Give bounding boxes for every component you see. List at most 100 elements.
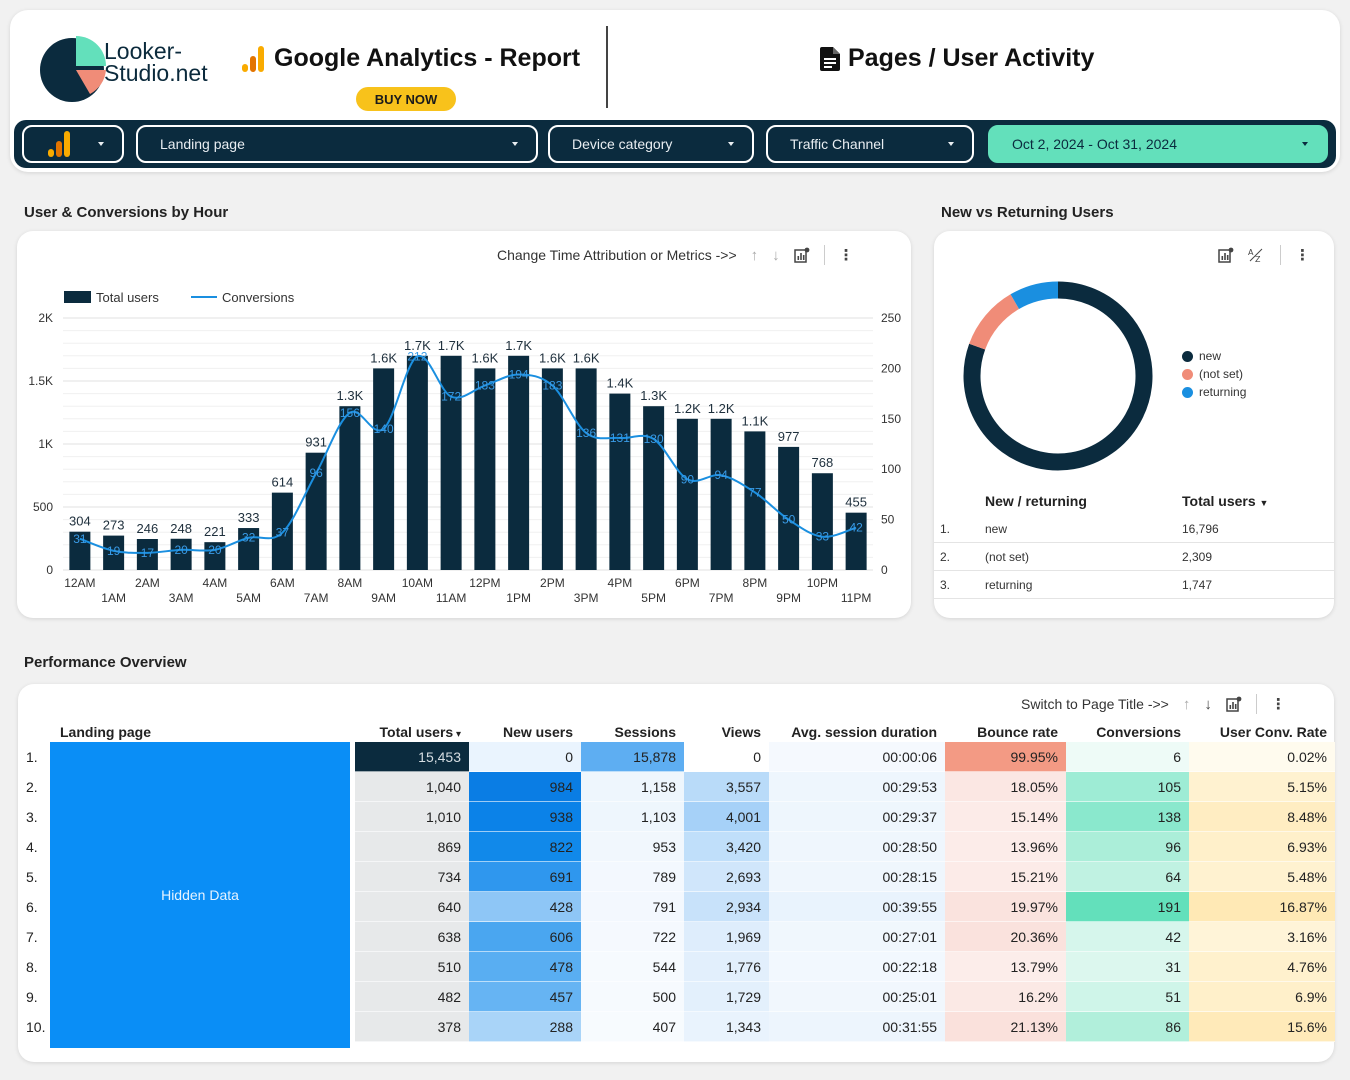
table-cell-bounce[interactable]: 13.79% bbox=[945, 952, 1066, 982]
table-cell-rate[interactable]: 5.15% bbox=[1189, 772, 1335, 802]
table-cell-dur[interactable]: 00:31:55 bbox=[769, 1012, 945, 1042]
table-cell-rate[interactable]: 0.02% bbox=[1189, 742, 1335, 772]
chart-settings-icon[interactable] bbox=[1226, 696, 1242, 712]
buy-now-button[interactable]: BUY NOW bbox=[356, 87, 456, 111]
table-cell-views[interactable]: 3,557 bbox=[684, 772, 769, 802]
table-cell-total[interactable]: 378 bbox=[355, 1012, 469, 1042]
table-cell-sessions[interactable]: 953 bbox=[581, 832, 684, 862]
column-header[interactable]: Views bbox=[721, 724, 761, 740]
table-cell-bounce[interactable]: 20.36% bbox=[945, 922, 1066, 952]
table-cell-new[interactable]: 606 bbox=[469, 922, 581, 952]
table-cell-rate[interactable]: 5.48% bbox=[1189, 862, 1335, 892]
table-cell-dur[interactable]: 00:27:01 bbox=[769, 922, 945, 952]
table-cell-sessions[interactable]: 15,878 bbox=[581, 742, 684, 772]
device-category-filter[interactable]: Device category bbox=[548, 125, 754, 163]
bar-total-users[interactable] bbox=[575, 368, 597, 570]
table-cell-dur[interactable]: 00:39:55 bbox=[769, 892, 945, 922]
table-cell-views[interactable]: 3,420 bbox=[684, 832, 769, 862]
date-range-picker[interactable]: Oct 2, 2024 - Oct 31, 2024 bbox=[988, 125, 1328, 163]
table-cell-sessions[interactable]: 791 bbox=[581, 892, 684, 922]
table-cell-conv[interactable]: 96 bbox=[1066, 832, 1189, 862]
sort-descending-icon[interactable]: ↓ bbox=[1204, 695, 1212, 713]
column-header[interactable]: Avg. session duration bbox=[791, 724, 937, 740]
table-cell-sessions[interactable]: 1,103 bbox=[581, 802, 684, 832]
column-header[interactable]: Conversions bbox=[1096, 724, 1181, 740]
table-cell-new[interactable]: 938 bbox=[469, 802, 581, 832]
bar-total-users[interactable] bbox=[845, 512, 867, 570]
property-selector[interactable] bbox=[22, 125, 124, 163]
table-cell-bounce[interactable]: 21.13% bbox=[945, 1012, 1066, 1042]
table-cell-total[interactable]: 15,453 bbox=[355, 742, 469, 772]
table-cell-sessions[interactable]: 544 bbox=[581, 952, 684, 982]
table-cell-new[interactable]: 457 bbox=[469, 982, 581, 1012]
table-cell-total[interactable]: 640 bbox=[355, 892, 469, 922]
table-cell-dur[interactable]: 00:29:37 bbox=[769, 802, 945, 832]
table-cell-new[interactable]: 0 bbox=[469, 742, 581, 772]
sort-ascending-icon[interactable]: ↑ bbox=[750, 246, 759, 264]
table-cell-rate[interactable]: 6.93% bbox=[1189, 832, 1335, 862]
bar-total-users[interactable] bbox=[136, 539, 158, 570]
bar-total-users[interactable] bbox=[170, 538, 192, 570]
table-cell-rate[interactable]: 8.48% bbox=[1189, 802, 1335, 832]
table-cell-bounce[interactable]: 15.21% bbox=[945, 862, 1066, 892]
sort-ascending-icon[interactable]: ↑ bbox=[1182, 695, 1191, 713]
table-cell-conv[interactable]: 64 bbox=[1066, 862, 1189, 892]
bar-total-users[interactable] bbox=[541, 368, 563, 570]
table-cell-views[interactable]: 2,934 bbox=[684, 892, 769, 922]
table-cell-rate[interactable]: 3.16% bbox=[1189, 922, 1335, 952]
table-cell-total[interactable]: 734 bbox=[355, 862, 469, 892]
nvr-header-total-users[interactable]: Total users ▼ bbox=[1182, 493, 1268, 509]
conversions-line[interactable] bbox=[79, 355, 857, 554]
table-cell-bounce[interactable]: 13.96% bbox=[945, 832, 1066, 862]
table-cell-rate[interactable]: 16.87% bbox=[1189, 892, 1335, 922]
column-header[interactable]: User Conv. Rate bbox=[1219, 724, 1327, 740]
table-cell-new[interactable]: 691 bbox=[469, 862, 581, 892]
table-cell-total[interactable]: 510 bbox=[355, 952, 469, 982]
table-cell-dur[interactable]: 00:28:50 bbox=[769, 832, 945, 862]
table-cell-bounce[interactable]: 15.14% bbox=[945, 802, 1066, 832]
table-cell-views[interactable]: 0 bbox=[684, 742, 769, 772]
table-cell-conv[interactable]: 138 bbox=[1066, 802, 1189, 832]
donut-slice-new[interactable] bbox=[963, 281, 1153, 471]
table-cell-rate[interactable]: 15.6% bbox=[1189, 1012, 1335, 1042]
table-cell-views[interactable]: 4,001 bbox=[684, 802, 769, 832]
bar-total-users[interactable] bbox=[474, 368, 496, 570]
table-cell-bounce[interactable]: 18.05% bbox=[945, 772, 1066, 802]
table-cell-views[interactable]: 1,776 bbox=[684, 952, 769, 982]
chart-settings-icon[interactable] bbox=[1218, 247, 1234, 263]
bar-total-users[interactable] bbox=[508, 355, 530, 570]
table-cell-conv[interactable]: 42 bbox=[1066, 922, 1189, 952]
table-cell-rate[interactable]: 4.76% bbox=[1189, 952, 1335, 982]
bar-total-users[interactable] bbox=[103, 535, 125, 570]
bar-total-users[interactable] bbox=[676, 418, 698, 570]
table-cell-sessions[interactable]: 500 bbox=[581, 982, 684, 1012]
legend-item[interactable]: returning bbox=[1182, 383, 1246, 401]
bar-total-users[interactable] bbox=[744, 431, 766, 570]
table-cell-sessions[interactable]: 407 bbox=[581, 1012, 684, 1042]
table-cell-total[interactable]: 869 bbox=[355, 832, 469, 862]
column-header[interactable]: Total users ▾ bbox=[379, 724, 461, 740]
chart-settings-icon[interactable] bbox=[793, 247, 810, 263]
table-cell-conv[interactable]: 31 bbox=[1066, 952, 1189, 982]
table-cell-new[interactable]: 822 bbox=[469, 832, 581, 862]
bar-total-users[interactable] bbox=[811, 473, 833, 570]
table-cell-bounce[interactable]: 99.95% bbox=[945, 742, 1066, 772]
table-cell-total[interactable]: 1,040 bbox=[355, 772, 469, 802]
table-cell-total[interactable]: 638 bbox=[355, 922, 469, 952]
table-cell-dur[interactable]: 00:00:06 bbox=[769, 742, 945, 772]
table-cell-bounce[interactable]: 16.2% bbox=[945, 982, 1066, 1012]
table-cell-dur[interactable]: 00:22:18 bbox=[769, 952, 945, 982]
legend-item[interactable]: (not set) bbox=[1182, 365, 1246, 383]
bar-total-users[interactable] bbox=[440, 355, 462, 570]
table-cell-sessions[interactable]: 722 bbox=[581, 922, 684, 952]
bar-total-users[interactable] bbox=[643, 406, 665, 570]
bar-total-users[interactable] bbox=[609, 393, 631, 570]
bar-total-users[interactable] bbox=[710, 418, 732, 570]
table-cell-conv[interactable]: 51 bbox=[1066, 982, 1189, 1012]
change-attribution-link[interactable]: Change Time Attribution or Metrics ->> bbox=[497, 247, 737, 263]
table-cell-rate[interactable]: 6.9% bbox=[1189, 982, 1335, 1012]
looker-studio-logo-icon[interactable] bbox=[36, 28, 236, 108]
table-cell-dur[interactable]: 00:29:53 bbox=[769, 772, 945, 802]
table-cell-conv[interactable]: 86 bbox=[1066, 1012, 1189, 1042]
table-cell-conv[interactable]: 191 bbox=[1066, 892, 1189, 922]
